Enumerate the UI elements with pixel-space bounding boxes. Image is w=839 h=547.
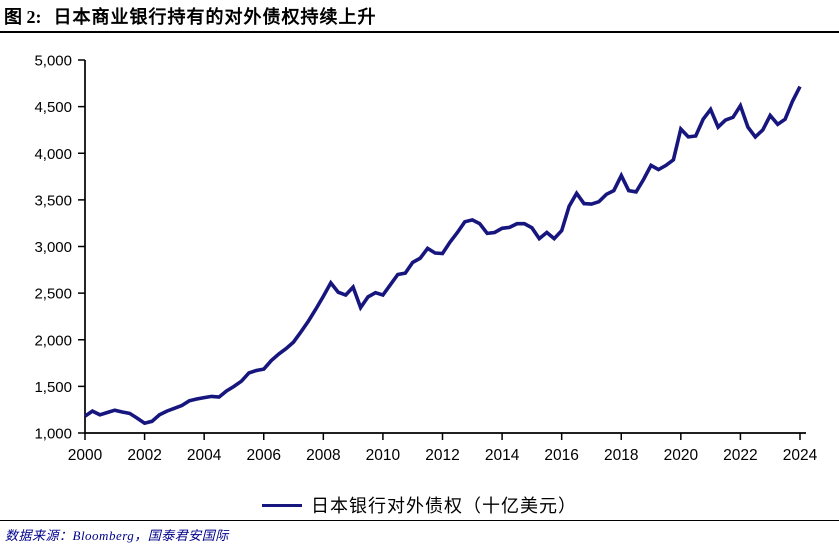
x-tick-label: 2012 [425,447,459,464]
chart-title: 图 2: 日本商业银行持有的对外债权持续上升 [4,3,377,29]
y-tick-label: 3,500 [34,192,72,209]
footer-divider [0,520,839,521]
y-tick-label: 1,500 [34,379,72,396]
x-tick-label: 2020 [664,447,699,464]
x-tick-label: 2016 [544,447,578,464]
y-tick-label: 4,000 [34,146,72,163]
legend-label: 日本银行对外债权（十亿美元） [311,496,577,516]
title-divider [0,31,839,33]
x-tick-label: 2004 [187,447,222,464]
y-tick-label: 5,000 [34,53,72,70]
y-tick-label: 2,500 [34,286,72,303]
x-tick-label: 2000 [68,447,103,464]
x-tick-label: 2006 [247,447,281,464]
chart-title-text: 日本商业银行持有的对外债权持续上升 [53,7,377,27]
x-tick-label: 2014 [485,447,520,464]
y-tick-label: 1,000 [34,426,72,443]
x-tick-label: 2024 [783,447,818,464]
y-tick-label: 2,000 [34,332,72,349]
legend-line-swatch [262,503,302,507]
x-tick-label: 2002 [127,447,161,464]
y-tick-label: 4,500 [34,99,72,116]
x-tick-label: 2018 [604,447,638,464]
figure-number-label: 图 2: [4,7,42,27]
chart-legend: 日本银行对外债权（十亿美元） [0,492,839,518]
x-tick-label: 2008 [306,447,340,464]
data-line [83,85,802,426]
x-tick-label: 2022 [723,447,757,464]
y-tick-label: 3,000 [34,239,72,256]
data-source-note: 数据来源：Bloomberg，国泰君安国际 [5,528,229,543]
x-tick-label: 2010 [366,447,401,464]
